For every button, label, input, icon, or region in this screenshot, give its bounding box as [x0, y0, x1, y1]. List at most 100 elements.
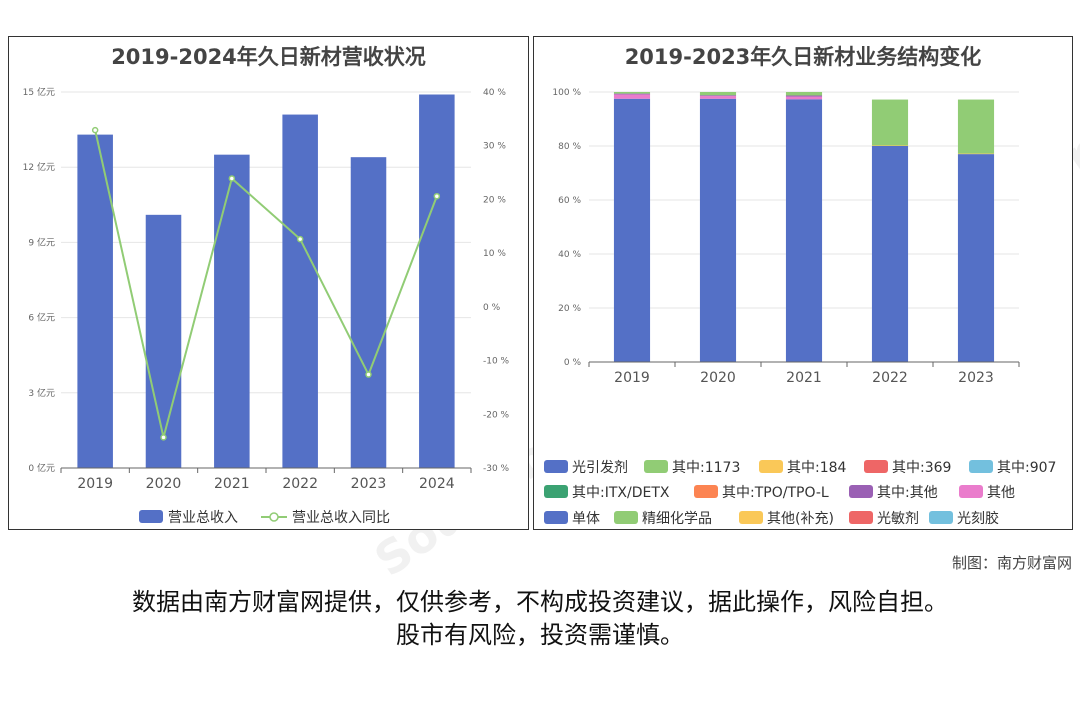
- x-tick-label: 2019: [77, 476, 113, 492]
- legend-label: 其中:其他: [877, 485, 938, 501]
- stacked-bar-segment: [957, 99, 995, 154]
- legend-swatch: [544, 485, 568, 498]
- business-structure-chart: 0 % 20 % 40 % 60 % 80 % 100 % 2019 2020 2021 2022…: [544, 88, 1056, 527]
- yoy-growth-line: [94, 129, 438, 438]
- revenue-bar: [145, 214, 182, 468]
- y-tick-label: 100 %: [552, 88, 581, 98]
- chart-title: 2019-2023年久日新材业务结构变化: [624, 45, 982, 69]
- stacked-bar-segment: [871, 145, 909, 146]
- x-tick-label: 2023: [958, 370, 994, 386]
- legend-swatch: [959, 485, 983, 498]
- yoy-growth-point: [365, 371, 372, 378]
- legend-label: 其他: [987, 485, 1015, 501]
- chart-title: 2019-2024年久日新材营收状况: [111, 45, 426, 69]
- stacked-bar-segment: [613, 98, 651, 362]
- stacked-bar-segment: [699, 98, 737, 362]
- yoy-growth-point: [91, 126, 99, 134]
- x-tick-label: 2024: [419, 476, 455, 492]
- legend-label: 光刻胶: [957, 510, 999, 527]
- y-tick-label-right: 40 %: [483, 88, 506, 98]
- stacked-bar-segment: [613, 93, 651, 95]
- y-tick-label-left: 3 亿元: [28, 387, 55, 399]
- legend-swatch: [929, 511, 953, 524]
- legend-label: 其中:369: [892, 460, 951, 476]
- stacked-bar-segment: [871, 146, 909, 362]
- yoy-growth-point: [228, 175, 236, 182]
- y-tick-label-right: 20 %: [483, 195, 506, 205]
- legend-label: 其中:907: [997, 460, 1056, 476]
- stacked-bar-segment: [871, 99, 909, 146]
- revenue-bar: [77, 134, 113, 468]
- y-tick-label-right: 0 %: [483, 303, 501, 313]
- y-tick-label-left: 9 亿元: [28, 236, 55, 248]
- legend-swatch: [969, 460, 993, 473]
- x-tick-label: 2022: [282, 476, 318, 492]
- stacked-bar-segment: [785, 95, 823, 97]
- yoy-growth-point: [296, 235, 304, 243]
- legend-label: 其中:1173: [672, 460, 740, 476]
- legend-swatch: [544, 460, 568, 473]
- x-tick-label: 2022: [872, 370, 908, 386]
- legend-swatch: [759, 460, 783, 473]
- y-tick-label-right: -20 %: [483, 410, 510, 420]
- legend-label: 其中:184: [787, 460, 847, 476]
- legend-swatch: [864, 460, 888, 473]
- legend-swatch: [849, 485, 873, 498]
- legend-swatch: [849, 511, 873, 524]
- legend-label: 单体: [572, 511, 600, 527]
- chart-credit: 制图：南方财富网: [951, 554, 1072, 572]
- stacked-bar-segment: [957, 153, 995, 155]
- stacked-bar-segment: [785, 99, 823, 362]
- x-tick-label: 2019: [614, 370, 650, 386]
- stacked-bar-segment: [785, 96, 823, 100]
- y-tick-label-left: 15 亿元: [23, 86, 55, 98]
- revenue-bar: [350, 157, 387, 468]
- yoy-growth-point: [160, 434, 167, 441]
- legend-label: 其中:TPO/TPO-L: [722, 485, 829, 501]
- revenue-bar: [282, 114, 318, 468]
- y-tick-label-left: 12 亿元: [23, 161, 55, 173]
- legend-swatch: [614, 511, 638, 524]
- legend-label: 光引发剂: [572, 460, 628, 476]
- stacked-bar-segment: [699, 92, 737, 96]
- stacked-bar-segment: [699, 96, 737, 99]
- stacked-bar-segment: [613, 92, 651, 94]
- disclaimer-line-1: 数据由南方财富网提供，仅供参考，不构成投资建议，据此操作，风险自担。: [132, 588, 948, 616]
- legend-swatch: [739, 511, 763, 524]
- y-tick-label-right: -10 %: [483, 357, 510, 367]
- revenue-chart: 0 亿元 3 亿元 6 亿元 9 亿元 12 亿元 15 亿元 -30 % -20 % -10 …: [23, 86, 510, 526]
- y-tick-label: 80 %: [558, 142, 581, 152]
- legend-label: 其他(补充): [767, 511, 834, 527]
- revenue-bar: [214, 154, 250, 468]
- x-tick-label: 2020: [146, 476, 182, 492]
- x-tick-label: 2021: [786, 370, 822, 386]
- x-tick-label: 2023: [351, 476, 387, 492]
- stacked-bar-segment: [613, 94, 651, 99]
- revenue-bar: [419, 94, 455, 469]
- legend-label-yoy: 营业总收入同比: [292, 510, 390, 526]
- legend-swatch: [694, 485, 718, 498]
- legend-label: 精细化学品: [642, 511, 712, 527]
- legend-swatch: [644, 460, 668, 473]
- disclaimer-line-2: 股市有风险，投资需谨慎。: [396, 621, 684, 649]
- stacked-bar-segment: [957, 154, 995, 362]
- revenue-chart-panel: 2019-2024年久日新材营收状况 0 亿元 3 亿元 6 亿元 9 亿元 12 亿元…: [8, 36, 529, 530]
- legend-label-revenue: 营业总收入: [168, 510, 238, 526]
- legend-swatch-revenue: [139, 510, 163, 523]
- y-tick-label: 20 %: [558, 304, 581, 314]
- y-tick-label-right: -30 %: [483, 464, 510, 474]
- stacked-bar-segment: [785, 92, 823, 96]
- y-tick-label-left: 6 亿元: [28, 312, 55, 324]
- legend-label: 其中:ITX/DETX: [572, 485, 670, 501]
- stacked-bar-segment: [699, 95, 737, 97]
- y-tick-label: 0 %: [564, 358, 582, 368]
- legend-swatch: [544, 511, 568, 524]
- yoy-growth-point: [433, 192, 441, 200]
- y-tick-label-left: 0 亿元: [28, 462, 55, 474]
- legend-swatch-yoy-marker: [269, 512, 279, 522]
- y-tick-label: 60 %: [558, 196, 581, 206]
- business-structure-chart-panel: 2019-2023年久日新材业务结构变化 0 % 20 % 40 % 60 % 80 %…: [533, 36, 1073, 530]
- x-tick-label: 2021: [214, 476, 250, 492]
- legend-label: 光敏剂: [877, 511, 919, 527]
- y-tick-label: 40 %: [558, 250, 581, 260]
